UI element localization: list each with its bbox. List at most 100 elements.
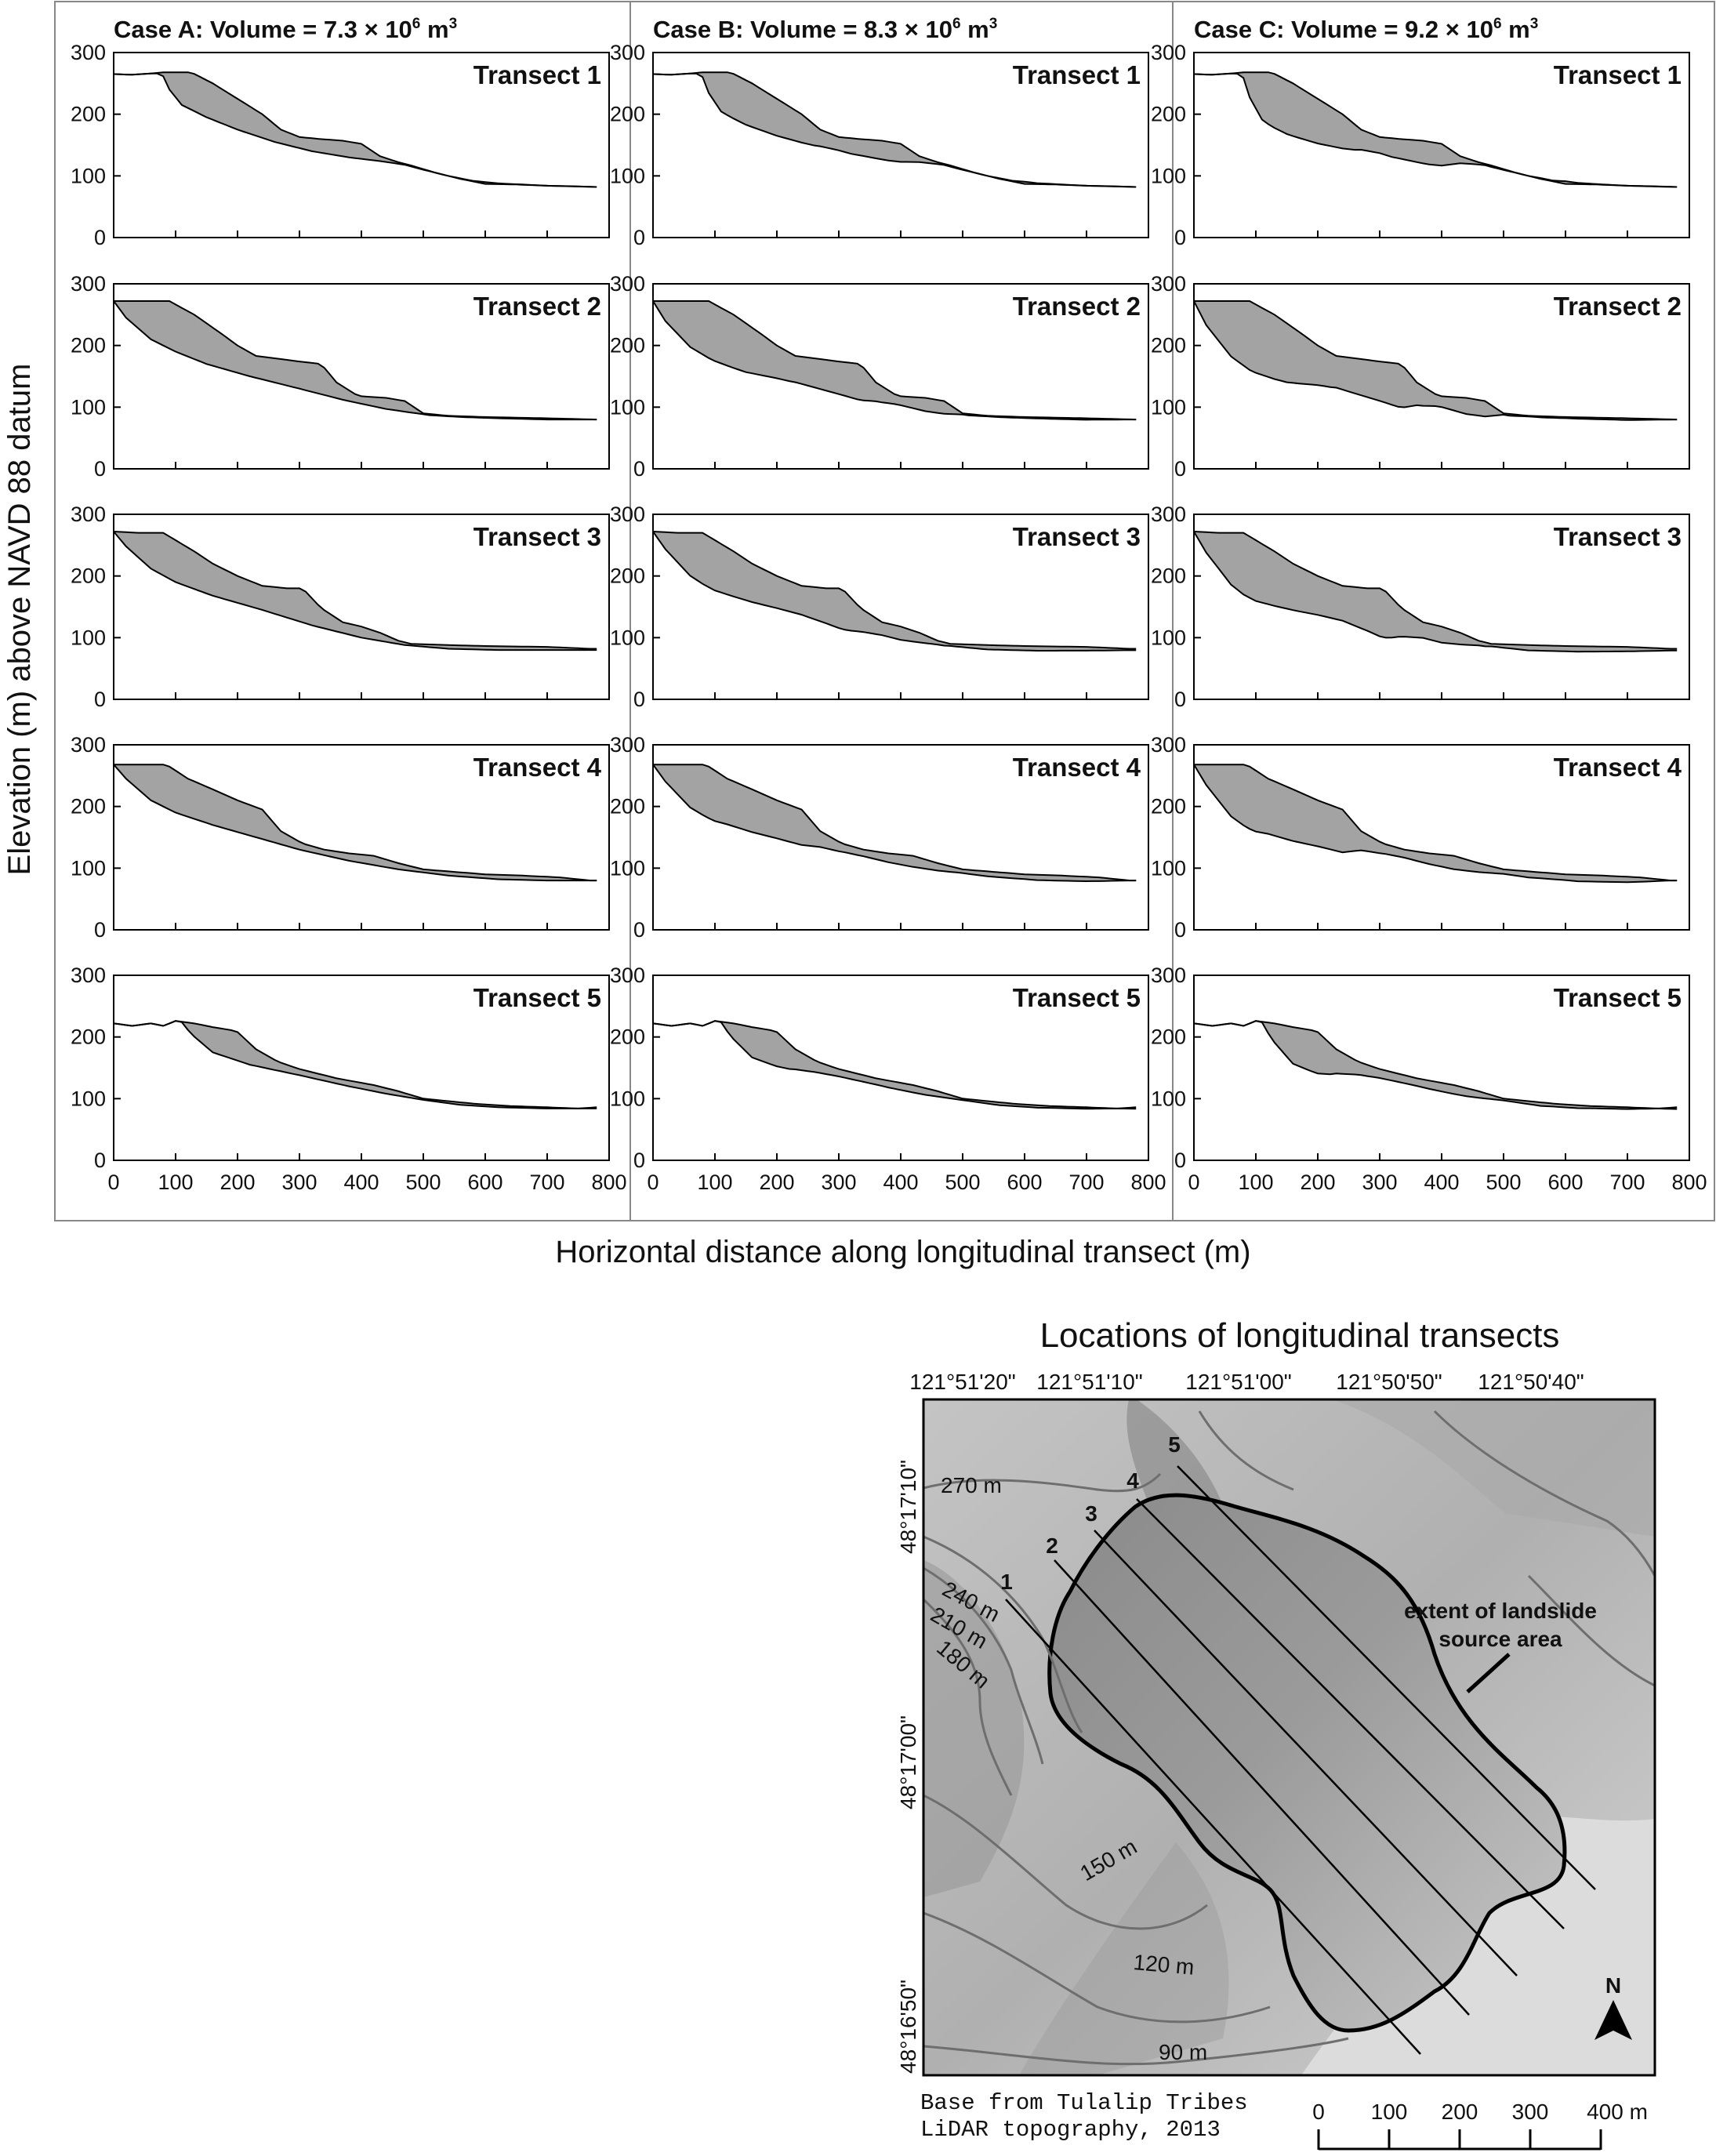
- source-area-label: source area: [1438, 1627, 1562, 1651]
- y-tick-label: 0: [633, 457, 645, 481]
- contour-line: [923, 1535, 1083, 1733]
- y-tick-label: 0: [1174, 1149, 1186, 1172]
- transect-panel: Transect 4 0 100 200 300: [1151, 733, 1690, 942]
- transect-number: 1: [1000, 1570, 1013, 1594]
- contour-line: [1527, 1574, 1655, 1687]
- x-tick-label: 100: [158, 1171, 193, 1194]
- latitude-label: 48°17'10": [896, 1460, 920, 1554]
- landslide-volume-area: [114, 72, 597, 187]
- landslide-volume-area: [653, 764, 1137, 881]
- basal-surface-line: [652, 1020, 1137, 1110]
- basal-surface-line: [652, 300, 1137, 421]
- transect-label: Transect 3: [1554, 522, 1682, 551]
- x-tick-label: 0: [1188, 1171, 1199, 1194]
- landslide-volume-area: [114, 764, 597, 881]
- pre-slide-ground-line: [652, 531, 1137, 650]
- pre-slide-ground-line: [1194, 764, 1678, 882]
- landslide-volume-area: [653, 1021, 1137, 1109]
- transect-panel: Transect 2 0 100 200 300: [610, 272, 1149, 481]
- pre-slide-ground-line: [652, 1020, 1137, 1109]
- transect-label: Transect 2: [1554, 292, 1682, 321]
- x-axis-title: Horizontal distance along longitudinal t…: [555, 1235, 1250, 1269]
- map-credit: LiDAR topography, 2013: [920, 2117, 1221, 2143]
- source-area-label: extent of landslide: [1404, 1599, 1597, 1623]
- x-tick-label: 300: [281, 1171, 317, 1194]
- y-tick-label: 300: [610, 272, 645, 296]
- y-axis-title: Elevation (m) above NAVD 88 datum: [2, 364, 37, 876]
- y-tick-label: 100: [1151, 164, 1186, 187]
- transect-panels: Transect 1 0 100 200 300 Transect 2 0 100 200 300…: [71, 41, 1707, 1194]
- x-tick-label: 200: [1300, 1171, 1335, 1194]
- ridge-shading: [1333, 1399, 1655, 1537]
- landslide-volume-area: [114, 1021, 597, 1109]
- y-tick-label: 100: [1151, 395, 1186, 419]
- y-tick-label: 100: [71, 395, 106, 419]
- y-tick-label: 100: [71, 626, 106, 649]
- scale-bar-label: 300: [1512, 2100, 1549, 2124]
- transect-panel: Transect 5 0 100 200 300 0 100 200 300 400 500 600 7…: [71, 964, 627, 1194]
- y-tick-label: 300: [1151, 272, 1186, 296]
- y-tick-label: 100: [1151, 856, 1186, 880]
- scale-bar-label: 400 m: [1587, 2100, 1648, 2124]
- landslide-volume-area: [653, 532, 1137, 651]
- y-tick-label: 300: [610, 964, 645, 987]
- basal-surface-line: [652, 72, 1137, 188]
- transect-line-5: [1177, 1465, 1596, 1890]
- x-tick-label: 500: [945, 1171, 980, 1194]
- case-c-title: Case C: Volume = 9.2 × 106 m3: [1194, 16, 1538, 43]
- contour-line: [923, 1566, 1044, 1765]
- basal-surface-line: [652, 764, 1137, 883]
- ridge-shading: [1126, 1399, 1223, 1513]
- case-c-frame: [1172, 1, 1715, 1221]
- transect-label: Transect 1: [473, 60, 601, 89]
- y-tick-label: 200: [71, 564, 106, 588]
- x-tick-label: 700: [529, 1171, 564, 1194]
- transect-label: Transect 5: [1554, 983, 1682, 1012]
- map-title: Locations of longitudinal transects: [1040, 1316, 1560, 1355]
- contour-line: [923, 1794, 1208, 1930]
- x-tick-label: 800: [591, 1171, 626, 1194]
- landslide-volume-area: [1194, 1021, 1678, 1109]
- y-tick-label: 0: [1174, 688, 1186, 711]
- x-tick-label: 600: [1547, 1171, 1583, 1194]
- y-tick-label: 200: [1151, 334, 1186, 358]
- transect-panel: Transect 2 0 100 200 300: [71, 272, 610, 481]
- transect-number: 4: [1126, 1468, 1139, 1493]
- transect-number: 2: [1046, 1534, 1058, 1558]
- y-tick-label: 300: [610, 41, 645, 64]
- transect-label: Transect 5: [1013, 983, 1141, 1012]
- y-tick-label: 300: [610, 733, 645, 757]
- x-tick-label: 800: [1130, 1171, 1166, 1194]
- transect-label: Transect 5: [473, 983, 601, 1012]
- y-tick-label: 0: [1174, 918, 1186, 942]
- transect-panel: Transect 1 0 100 200 300: [71, 41, 610, 249]
- contour-line: [1433, 1410, 1655, 1577]
- latitude-label: 48°17'00": [896, 1715, 920, 1809]
- landslide-volume-area: [653, 72, 1137, 187]
- x-tick-label: 500: [1486, 1171, 1521, 1194]
- y-tick-label: 300: [610, 503, 645, 526]
- y-tick-label: 300: [1151, 41, 1186, 64]
- x-tick-label: 600: [467, 1171, 502, 1194]
- scale-bar-label: 0: [1312, 2100, 1325, 2124]
- case-b-title: Case B: Volume = 8.3 × 106 m3: [653, 16, 997, 43]
- transect-label: Transect 4: [1013, 753, 1141, 782]
- transect-label: Transect 1: [1013, 60, 1141, 89]
- y-tick-label: 100: [1151, 626, 1186, 649]
- x-tick-label: 600: [1007, 1171, 1042, 1194]
- x-tick-label: 400: [343, 1171, 379, 1194]
- basal-surface-line: [113, 300, 597, 421]
- transect-panel: Transect 1 0 100 200 300: [610, 41, 1149, 249]
- case-b-frame: [629, 1, 1174, 1221]
- basal-surface-line: [652, 531, 1137, 652]
- ridge-shading: [1019, 1842, 1229, 2075]
- pre-slide-ground-line: [653, 764, 1137, 882]
- north-label: N: [1605, 1973, 1621, 1998]
- landslide-volume-area: [114, 532, 597, 651]
- transect-label: Transect 3: [1013, 522, 1141, 551]
- y-tick-label: 300: [71, 41, 106, 64]
- scale-bar: 0 100 200 300 400 m: [1312, 2100, 1648, 2151]
- y-tick-label: 0: [94, 226, 106, 249]
- transect-panel: Transect 5 0 100 200 300 0 100 200 300 400 500 600 7…: [1151, 964, 1707, 1194]
